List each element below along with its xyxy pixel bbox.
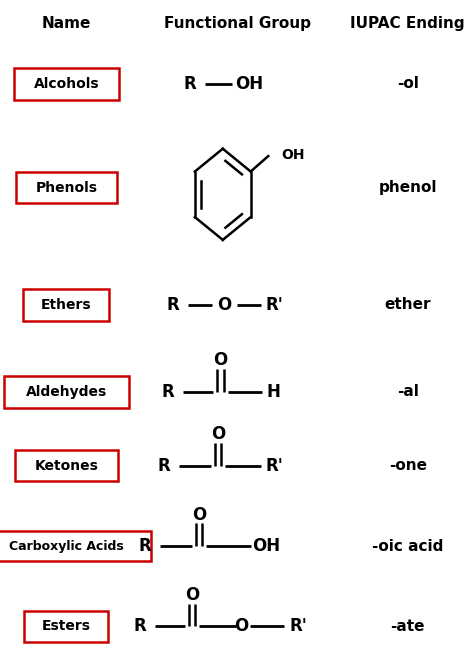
Text: R: R <box>183 75 196 92</box>
Text: -one: -one <box>389 458 427 473</box>
Text: IUPAC Ending: IUPAC Ending <box>350 16 465 31</box>
Text: O: O <box>235 618 249 635</box>
Text: R: R <box>134 618 146 635</box>
Text: R: R <box>138 537 151 555</box>
Text: Phenols: Phenols <box>36 181 97 194</box>
Text: O: O <box>185 586 199 604</box>
Text: OH: OH <box>282 148 305 161</box>
Text: R': R' <box>266 296 284 314</box>
Text: O: O <box>217 296 231 314</box>
Text: R: R <box>162 383 174 401</box>
Text: Ketones: Ketones <box>35 459 98 472</box>
Text: -ol: -ol <box>397 76 419 91</box>
Text: R': R' <box>290 618 308 635</box>
Text: O: O <box>213 352 228 369</box>
Text: Esters: Esters <box>42 620 91 633</box>
Text: R': R' <box>266 457 284 474</box>
Text: Carboxylic Acids: Carboxylic Acids <box>9 539 124 553</box>
Text: Ethers: Ethers <box>41 298 91 312</box>
Text: Aldehydes: Aldehydes <box>26 385 107 399</box>
Text: ether: ether <box>384 297 431 312</box>
Text: R: R <box>157 457 170 474</box>
Text: O: O <box>192 506 206 523</box>
Text: -al: -al <box>397 385 419 399</box>
Text: OH: OH <box>252 537 281 555</box>
Text: phenol: phenol <box>378 180 437 195</box>
Text: O: O <box>211 425 225 443</box>
Text: Functional Group: Functional Group <box>164 16 310 31</box>
Text: R: R <box>167 296 179 314</box>
Text: H: H <box>266 383 281 401</box>
Text: OH: OH <box>235 75 263 92</box>
Text: Alcohols: Alcohols <box>34 77 99 90</box>
Text: -oic acid: -oic acid <box>372 539 443 553</box>
Text: Name: Name <box>42 16 91 31</box>
Text: -ate: -ate <box>391 619 425 634</box>
